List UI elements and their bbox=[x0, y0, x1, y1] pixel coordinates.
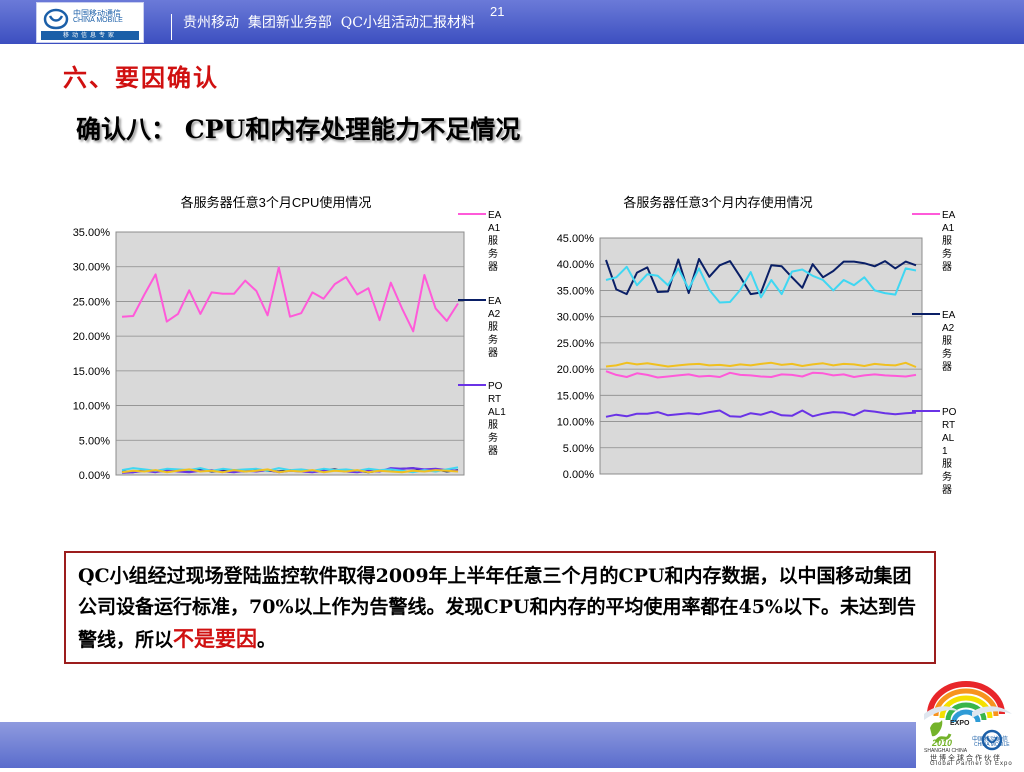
cpu-usage-chart-svg: 各服务器任意3个月CPU使用情况 0.00% 5.00% 10.00% 15.00% 20… bbox=[73, 195, 507, 482]
y-tick-label: 5.00% bbox=[79, 435, 110, 447]
expo-partner-cn: 世博全球合作伙伴 bbox=[930, 755, 1002, 762]
logo-cn-text: 中国移动通信 bbox=[73, 9, 121, 18]
legend-line: RT bbox=[942, 420, 955, 431]
legend-line: EA bbox=[942, 210, 956, 221]
y-tick-label: 30.00% bbox=[73, 262, 111, 274]
legend-entry: EA A2 服务器 bbox=[488, 296, 502, 359]
expo-shanghai-label: SHANGHAI CHINA bbox=[924, 748, 968, 754]
series-line-1 bbox=[121, 266, 459, 333]
y-tick-label: 15.00% bbox=[557, 390, 595, 402]
legend-line: 1 bbox=[942, 446, 948, 457]
memory-usage-chart: 各服务器任意3个月内存使用情况 0.00% 5.00% 10.00% 15.00% 20.… bbox=[530, 186, 1020, 506]
legend-line: 器 bbox=[942, 484, 952, 496]
series-line-5 bbox=[121, 468, 459, 474]
y-tick-label: 35.00% bbox=[557, 285, 595, 297]
chart-title: 各服务器任意3个月CPU使用情况 bbox=[181, 195, 372, 210]
china-mobile-emblem-icon bbox=[43, 8, 69, 30]
legend-line: EA bbox=[488, 296, 502, 307]
legend-line: PO bbox=[488, 381, 503, 392]
legend-line: 务 bbox=[942, 470, 952, 483]
y-tick-label: 40.00% bbox=[557, 259, 595, 271]
expo-year: 2010 bbox=[932, 738, 953, 748]
series-line-5 bbox=[605, 361, 917, 368]
section-title: 六、要因确认 bbox=[63, 63, 219, 92]
y-tick-label: 10.00% bbox=[73, 401, 111, 413]
series-line-4 bbox=[605, 265, 917, 304]
legend-line: 务 bbox=[488, 431, 498, 444]
legend-line: A1 bbox=[942, 223, 955, 234]
expo-partner-logo: EXPO 2010 SHANGHAI CHINA 中国移动通信 CHINA MO… bbox=[916, 664, 1024, 768]
legend-line: A2 bbox=[942, 323, 955, 334]
legend-line: 服 bbox=[942, 235, 952, 247]
y-tick-label: 0.00% bbox=[563, 469, 594, 481]
conclusion-end: 。 bbox=[257, 629, 277, 651]
legend-line: 服 bbox=[488, 419, 498, 431]
legend-line: 服 bbox=[942, 335, 952, 347]
y-tick-label: 10.00% bbox=[557, 417, 595, 429]
series-line-1 bbox=[605, 370, 917, 379]
legend-line: RT bbox=[488, 394, 501, 405]
y-tick-label: 25.00% bbox=[73, 296, 111, 308]
legend-line: A2 bbox=[488, 309, 501, 320]
expo-partner-en: Global Partner of Expo bbox=[930, 761, 1013, 767]
legend-entry: EA A1 服务器 bbox=[942, 210, 956, 273]
legend-line: 器 bbox=[488, 445, 498, 457]
y-tick-label: 30.00% bbox=[557, 312, 595, 324]
chart-title: 各服务器任意3个月内存使用情况 bbox=[623, 195, 812, 210]
y-tick-label: 15.00% bbox=[73, 366, 111, 378]
conclusion-box: QC小组经过现场登陆监控软件取得2009年上半年任意三个月的CPU和内存数据，以… bbox=[64, 551, 936, 664]
logo-slogan: 移动信息专家 bbox=[41, 31, 139, 40]
expo-label: EXPO bbox=[950, 720, 970, 727]
china-mobile-logo: 中国移动通信 CHINA MOBILE 移动信息专家 bbox=[36, 2, 144, 43]
series-line-3 bbox=[605, 409, 917, 418]
y-tick-label: 5.00% bbox=[563, 443, 594, 455]
legend-line: 器 bbox=[942, 361, 952, 373]
y-tick-label: 20.00% bbox=[557, 364, 595, 376]
logo-en-text: CHINA MOBILE bbox=[73, 17, 123, 24]
legend-line: 器 bbox=[942, 261, 952, 273]
legend-line: EA bbox=[942, 310, 956, 321]
legend-line: 务 bbox=[942, 347, 952, 360]
slide-subtitle: 确认八： CPU和内存处理能力不足情况 bbox=[76, 115, 521, 144]
y-tick-label: 25.00% bbox=[557, 338, 595, 350]
expo-cm-en: CHINA MOBILE bbox=[974, 742, 1010, 748]
cpu-usage-chart: 各服务器任意3个月CPU使用情况 0.00% 5.00% 10.00% 15.00% 20… bbox=[50, 186, 520, 486]
page-number: 21 bbox=[490, 4, 505, 19]
conclusion-emphasis: 不是要因 bbox=[173, 626, 258, 651]
legend-line: 服 bbox=[488, 235, 498, 247]
legend-line: 务 bbox=[488, 247, 498, 260]
legend-line: 务 bbox=[488, 333, 498, 346]
header-divider bbox=[171, 14, 172, 40]
y-tick-label: 35.00% bbox=[73, 227, 111, 239]
legend-line: 务 bbox=[942, 247, 952, 260]
legend-line: AL1 bbox=[488, 407, 506, 418]
legend-line: 器 bbox=[488, 261, 498, 273]
header-bar: 中国移动通信 CHINA MOBILE 移动信息专家 贵州移动 集团新业务部 Q… bbox=[0, 0, 1024, 44]
memory-usage-chart-svg: 各服务器任意3个月内存使用情况 0.00% 5.00% 10.00% 15.00% 20.… bbox=[557, 195, 957, 496]
footer-bar bbox=[0, 722, 1024, 768]
legend-line: EA bbox=[488, 210, 502, 221]
expo-cm-cn: 中国移动通信 bbox=[972, 737, 1009, 743]
y-tick-label: 20.00% bbox=[73, 331, 111, 343]
legend-line: 器 bbox=[488, 347, 498, 359]
plot-area bbox=[599, 237, 923, 475]
legend-entry: EA A2 服务器 bbox=[942, 310, 956, 373]
plot-area bbox=[115, 231, 465, 476]
legend-line: 服 bbox=[942, 458, 952, 470]
series-line-2 bbox=[605, 258, 917, 296]
legend-line: A1 bbox=[488, 223, 501, 234]
legend-entry: EA A1 服务器 bbox=[488, 210, 502, 273]
legend-line: AL bbox=[942, 433, 955, 444]
expo-rainbow-icon bbox=[924, 681, 1012, 751]
conclusion-text: QC小组经过现场登陆监控软件取得2009年上半年任意三个月的CPU和内存数据，以… bbox=[78, 565, 916, 651]
legend-line: 服 bbox=[488, 321, 498, 333]
header-title: 贵州移动 集团新业务部 QC小组活动汇报材料 bbox=[183, 15, 475, 31]
y-tick-label: 0.00% bbox=[79, 470, 110, 482]
y-tick-label: 45.00% bbox=[557, 233, 595, 245]
legend-line: PO bbox=[942, 407, 957, 418]
